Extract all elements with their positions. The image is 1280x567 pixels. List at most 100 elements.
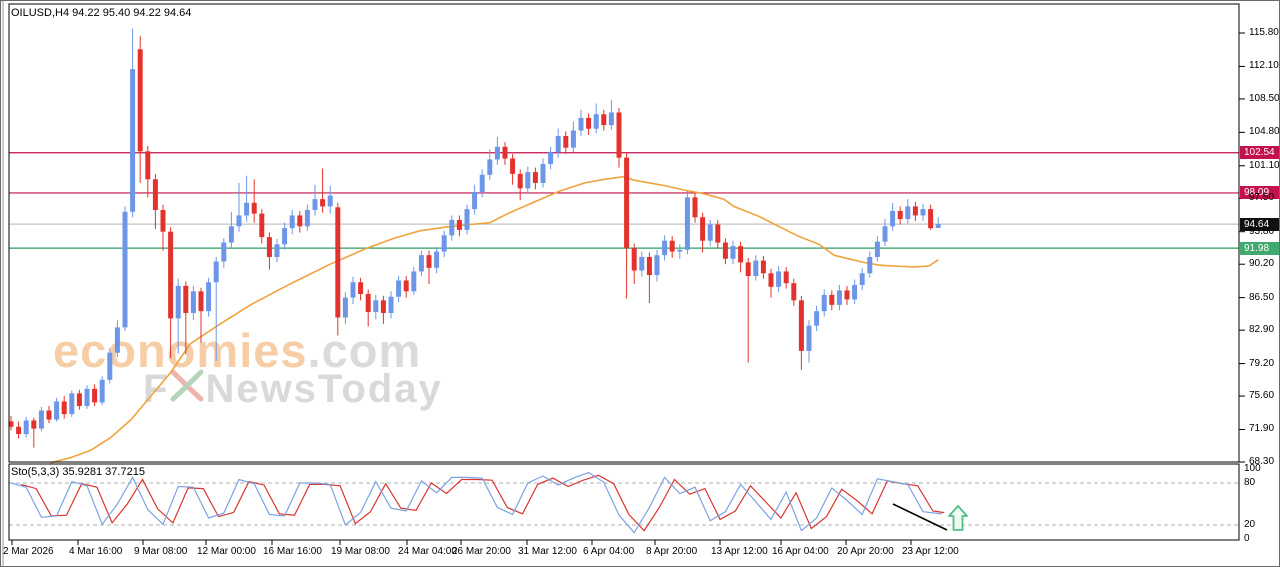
candle xyxy=(282,222,288,250)
candle xyxy=(304,204,310,231)
candle xyxy=(426,250,432,285)
candles-layer xyxy=(8,28,941,448)
candle xyxy=(821,289,827,317)
candle xyxy=(494,136,500,165)
candle xyxy=(753,255,759,281)
candle xyxy=(548,146,554,170)
candle xyxy=(16,421,22,439)
candle xyxy=(160,204,166,251)
candle xyxy=(662,235,668,261)
candle xyxy=(320,168,326,213)
candle xyxy=(646,252,652,304)
candle xyxy=(84,385,90,409)
candle xyxy=(418,250,424,276)
candle xyxy=(221,238,227,268)
candle xyxy=(46,406,52,424)
candle xyxy=(251,179,257,223)
stoch-signal-line xyxy=(20,474,945,532)
candle xyxy=(274,238,280,263)
candle xyxy=(259,209,265,244)
candle xyxy=(502,142,508,165)
candle xyxy=(707,219,713,247)
candle xyxy=(61,396,67,419)
candle xyxy=(768,268,774,298)
candle xyxy=(464,204,470,235)
candle xyxy=(130,28,136,218)
candle xyxy=(882,219,888,247)
stoch-main-line xyxy=(10,471,943,534)
candle xyxy=(616,107,622,168)
candle xyxy=(434,247,440,274)
candle xyxy=(396,275,402,303)
candle xyxy=(563,131,569,155)
candle xyxy=(874,236,880,262)
candle xyxy=(624,153,630,299)
candle xyxy=(684,191,690,255)
candle xyxy=(175,278,181,354)
candle xyxy=(31,417,37,448)
candle xyxy=(137,35,143,183)
candle xyxy=(631,243,637,285)
candle xyxy=(928,204,934,230)
candle xyxy=(380,295,386,324)
candle xyxy=(365,289,371,327)
candle xyxy=(350,276,356,304)
moving-average-line xyxy=(50,175,939,464)
main-panel-frame xyxy=(8,3,1240,463)
candle xyxy=(441,230,447,257)
candle xyxy=(715,219,721,248)
candle xyxy=(555,128,561,158)
stoch-panel-frame xyxy=(8,463,1240,541)
candle xyxy=(897,206,903,225)
candle xyxy=(517,169,523,201)
candle xyxy=(23,416,29,438)
candle xyxy=(38,406,44,432)
candle xyxy=(836,284,842,311)
candle xyxy=(578,109,584,136)
candle xyxy=(692,192,698,223)
candle xyxy=(829,290,835,311)
candle xyxy=(890,202,896,231)
candle xyxy=(814,305,820,332)
candle xyxy=(852,279,858,304)
candle xyxy=(236,182,242,232)
candle xyxy=(912,201,918,221)
candle xyxy=(168,227,174,359)
candle xyxy=(76,389,82,410)
candle xyxy=(745,257,751,363)
candle xyxy=(114,320,120,358)
candle xyxy=(297,210,303,233)
candle xyxy=(677,244,683,259)
candle xyxy=(935,217,941,228)
candle xyxy=(388,291,394,319)
candle xyxy=(776,266,782,293)
candle xyxy=(69,390,75,417)
candle xyxy=(920,203,926,221)
candle xyxy=(859,267,865,291)
candle xyxy=(122,206,128,332)
candle xyxy=(586,113,592,136)
candle xyxy=(99,376,105,406)
candle xyxy=(601,109,607,131)
candle xyxy=(228,211,234,248)
candle xyxy=(312,184,318,216)
candle xyxy=(198,287,204,343)
candle xyxy=(669,236,675,258)
stoch-trendline xyxy=(892,503,948,531)
candle xyxy=(449,215,455,241)
candle xyxy=(479,169,485,198)
candle xyxy=(806,320,812,363)
candle xyxy=(525,166,531,194)
candle xyxy=(206,277,212,317)
candle xyxy=(190,285,196,321)
candle xyxy=(730,240,736,265)
candle xyxy=(654,249,660,282)
candle xyxy=(411,266,417,295)
candle xyxy=(738,241,744,273)
candle xyxy=(373,294,379,320)
candle xyxy=(289,210,295,235)
candle xyxy=(8,415,14,431)
candle xyxy=(844,285,850,305)
candle xyxy=(54,397,60,422)
